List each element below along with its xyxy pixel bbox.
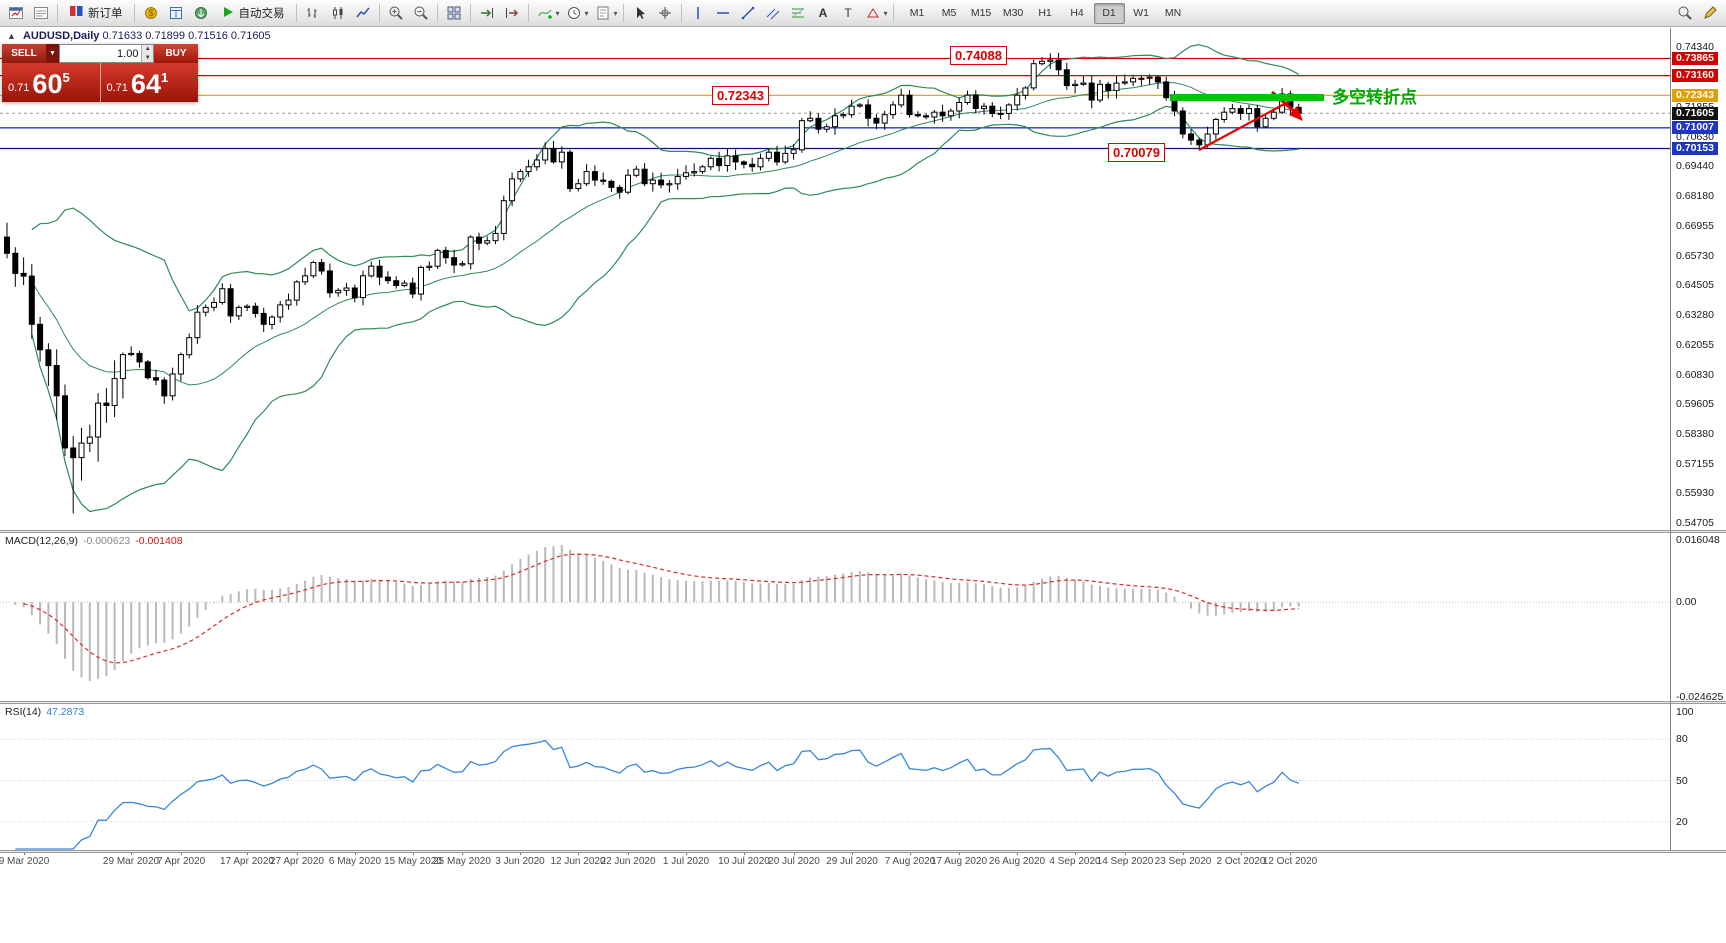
line-chart-icon[interactable] bbox=[351, 2, 375, 25]
turning-point-label: 多空转折点 bbox=[1332, 88, 1417, 108]
volume-down-button[interactable]: ▼ bbox=[142, 53, 153, 62]
autotrade-label: 自动交易 bbox=[238, 8, 285, 20]
periods-icon[interactable] bbox=[562, 2, 586, 25]
templates-icon[interactable] bbox=[591, 2, 615, 25]
navigator-icon[interactable] bbox=[189, 2, 213, 25]
timeframe-button-M15[interactable]: M15 bbox=[970, 7, 992, 19]
text-icon[interactable]: A bbox=[811, 2, 835, 25]
timeframe-button-M5[interactable]: M5 bbox=[941, 7, 957, 19]
timeframe-button-MN[interactable]: MN bbox=[1164, 7, 1182, 19]
periods-dropdown-caret[interactable]: ▾ bbox=[584, 8, 589, 18]
sell-price-prefix: 0.71 bbox=[8, 82, 30, 94]
one-click-trading-toggle[interactable]: ▲ bbox=[7, 31, 16, 41]
timeframe-button-H1[interactable]: H1 bbox=[1038, 7, 1052, 19]
sell-price-sup: 5 bbox=[62, 70, 70, 85]
chart-ohlc: 0.71633 0.71899 0.71516 0.71605 bbox=[102, 30, 271, 42]
toolbar-separator bbox=[133, 4, 135, 22]
templates-dropdown-caret[interactable]: ▾ bbox=[613, 8, 618, 18]
buy-button[interactable]: BUY bbox=[154, 44, 198, 63]
buy-price-big: 64 bbox=[130, 69, 161, 99]
toolbar-separator bbox=[57, 4, 58, 22]
new-order-button[interactable]: 新订单 bbox=[62, 2, 130, 25]
toolbar-separator bbox=[622, 4, 624, 22]
zoom-out-icon[interactable] bbox=[409, 2, 433, 25]
macd-label: MACD(12,26,9) -0.000623 -0.001408 bbox=[5, 535, 183, 547]
autotrade-play-icon bbox=[221, 5, 235, 22]
toolbar-separator bbox=[378, 4, 380, 22]
fibonacci-icon[interactable] bbox=[786, 2, 810, 25]
rsi-label: RSI(14) 47.2873 bbox=[5, 706, 85, 718]
volume-stepper: ▲ ▼ bbox=[141, 45, 153, 62]
price-scale-border[interactable] bbox=[1670, 28, 1671, 851]
indicators-icon[interactable] bbox=[533, 2, 557, 25]
shapes-dropdown-caret[interactable]: ▾ bbox=[883, 8, 888, 18]
label-icon[interactable]: T bbox=[836, 2, 860, 25]
candlestick-chart-icon[interactable] bbox=[326, 2, 350, 25]
level-price-callout[interactable]: 0.72343 bbox=[712, 86, 769, 105]
rsi-panel-splitter[interactable] bbox=[0, 701, 1726, 704]
shapes-icon[interactable] bbox=[861, 2, 885, 25]
rsi-value: 47.2873 bbox=[46, 706, 85, 718]
timeframe-button-W1[interactable]: W1 bbox=[1133, 7, 1149, 19]
one-click-trade-panel: SELL ▼ ▲ ▼ BUY 0.71 60 5 0.71 64 1 bbox=[2, 44, 198, 102]
timeframe-button-H4[interactable]: H4 bbox=[1070, 7, 1084, 19]
search-icon[interactable] bbox=[1673, 2, 1697, 25]
date-axis-separator bbox=[0, 850, 1726, 853]
turning-point-bar[interactable] bbox=[1170, 94, 1324, 101]
crosshair-icon[interactable] bbox=[653, 2, 677, 25]
chart-symbol: AUDUSD,Daily bbox=[22, 30, 100, 42]
edit-icon[interactable] bbox=[1698, 2, 1722, 25]
zoom-in-icon[interactable] bbox=[384, 2, 408, 25]
main-toolbar: 新订单 $ 自动交易 ▾ ▾ ▾ A T ▾ M1 M5 M15 M30 H1 H4 D1 W… bbox=[0, 0, 1726, 27]
timeframe-button-M30[interactable]: M30 bbox=[1002, 7, 1024, 19]
market-watch-icon[interactable]: $ bbox=[139, 2, 163, 25]
chart-shift-icon[interactable] bbox=[500, 2, 524, 25]
new-chart-icon[interactable] bbox=[4, 2, 28, 25]
buy-price-button[interactable]: 0.71 64 1 bbox=[99, 63, 199, 102]
new-order-icon bbox=[69, 4, 84, 22]
chart-header: ▲ AUDUSD,Daily 0.71633 0.71899 0.71516 0… bbox=[7, 30, 271, 42]
toolbar-separator bbox=[892, 4, 894, 22]
tile-windows-icon[interactable] bbox=[442, 2, 466, 25]
svg-text:A: A bbox=[818, 6, 827, 20]
peak-price-callout[interactable]: 0.74088 bbox=[950, 46, 1007, 65]
svg-text:T: T bbox=[844, 6, 852, 20]
new-order-label: 新订单 bbox=[88, 8, 123, 20]
toolbar-separator bbox=[295, 4, 297, 22]
volume-input[interactable] bbox=[60, 45, 142, 62]
timeframe-button-M1[interactable]: M1 bbox=[909, 7, 925, 19]
sell-button[interactable]: SELL bbox=[2, 44, 46, 63]
bar-chart-icon[interactable] bbox=[301, 2, 325, 25]
sell-price-button[interactable]: 0.71 60 5 bbox=[2, 63, 100, 102]
macd-signal-value: -0.001408 bbox=[135, 535, 183, 547]
toolbar-separator bbox=[527, 4, 529, 22]
toolbar-separator bbox=[436, 4, 438, 22]
trendline-icon[interactable] bbox=[736, 2, 760, 25]
volume-up-button[interactable]: ▲ bbox=[142, 45, 153, 54]
auto-scroll-icon[interactable] bbox=[475, 2, 499, 25]
data-window-icon[interactable] bbox=[164, 2, 188, 25]
profiles-icon[interactable] bbox=[29, 2, 53, 25]
svg-text:$: $ bbox=[148, 8, 153, 18]
horizontal-line-icon[interactable] bbox=[711, 2, 735, 25]
buy-price-sup: 1 bbox=[160, 70, 169, 85]
toolbar-separator bbox=[680, 4, 682, 22]
macd-main-value: -0.000623 bbox=[82, 535, 131, 547]
indicators-dropdown-caret[interactable]: ▾ bbox=[555, 8, 560, 18]
timeframe-button-D1[interactable]: D1 bbox=[1093, 2, 1125, 24]
macd-panel-splitter[interactable] bbox=[0, 530, 1726, 533]
cursor-icon[interactable] bbox=[628, 2, 652, 25]
timeframe-group: M1 M5 M15 M30 H1 H4 D1 W1 MN bbox=[902, 2, 1189, 24]
vertical-line-icon[interactable] bbox=[686, 2, 710, 25]
low-price-callout[interactable]: 0.70079 bbox=[1108, 143, 1165, 162]
order-type-dropdown[interactable]: ▼ bbox=[46, 44, 59, 63]
toolbar-separator bbox=[469, 4, 471, 22]
sell-price-big: 60 bbox=[32, 69, 63, 99]
channel-icon[interactable] bbox=[761, 2, 785, 25]
autotrade-button[interactable]: 自动交易 bbox=[214, 2, 292, 25]
buy-price-prefix: 0.71 bbox=[106, 82, 128, 94]
